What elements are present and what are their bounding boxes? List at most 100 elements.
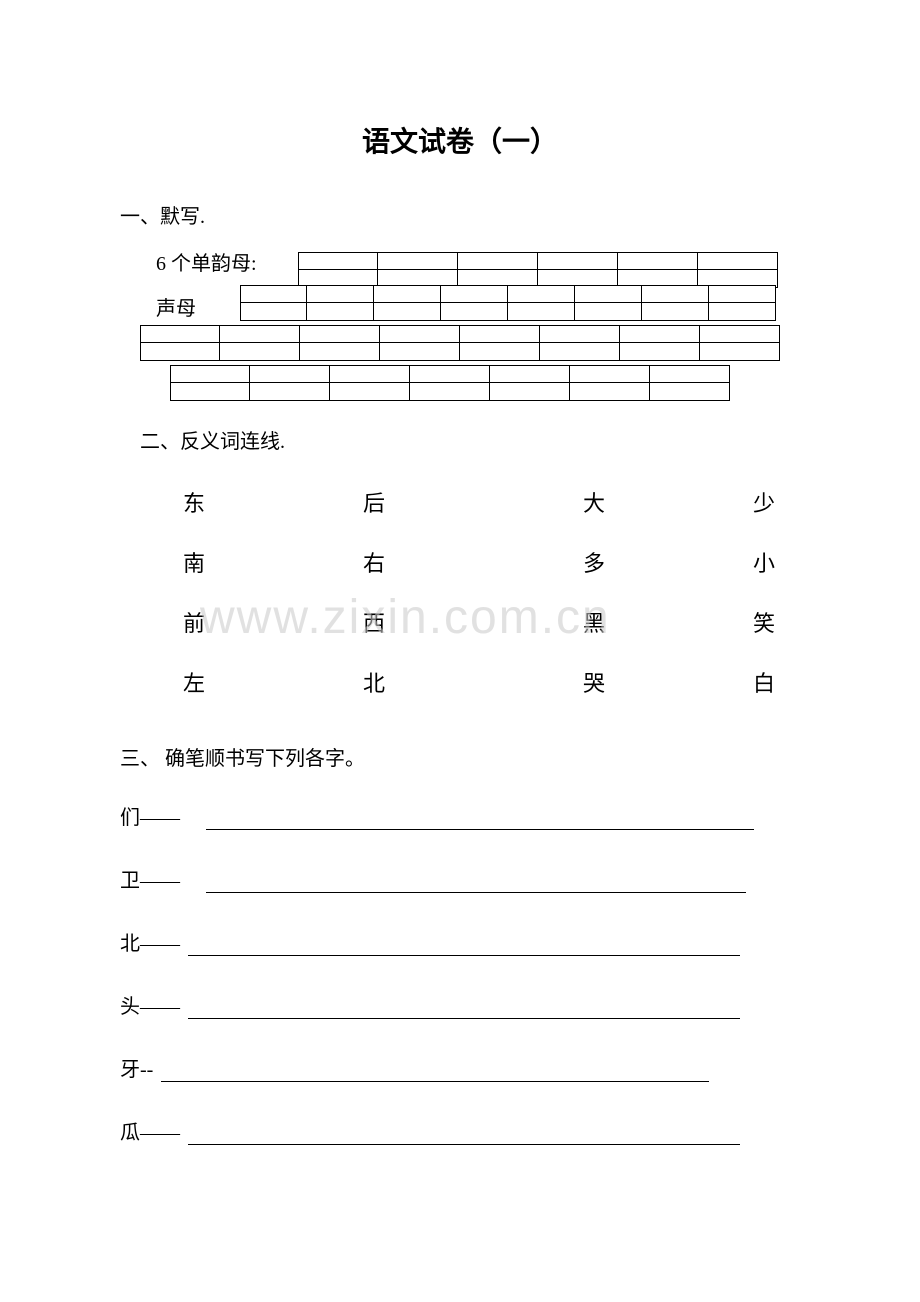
antonym-spacer: [404, 532, 564, 592]
grid-cell: [298, 252, 378, 270]
grid-cell: [220, 343, 300, 361]
grid-cell: [307, 285, 374, 303]
stroke-order-line: 牙--: [120, 1053, 800, 1082]
grid-cell: [250, 365, 330, 383]
antonym-spacer: [624, 592, 734, 652]
antonym-spacer: [224, 472, 344, 532]
stroke-char: 瓜——: [120, 1116, 180, 1145]
initials-label: 声母: [156, 292, 196, 321]
grid-cell: [140, 325, 220, 343]
grid-cell: [570, 383, 650, 401]
antonym-cell: 左: [164, 652, 224, 712]
antonym-cell: 前: [164, 592, 224, 652]
grid-cell: [458, 252, 538, 270]
grid-cell: [490, 365, 570, 383]
grid-initials-2: [140, 325, 800, 361]
page-title: 语文试卷（一）: [120, 120, 800, 160]
grid-cell: [698, 252, 778, 270]
grid-cell: [575, 285, 642, 303]
grid-cell: [709, 285, 776, 303]
grid-cell: [307, 303, 374, 321]
antonym-cell: 笑: [734, 592, 794, 652]
grid-cell: [700, 325, 780, 343]
grid-cell: [374, 303, 441, 321]
stroke-underline: [161, 1064, 709, 1082]
grid-cell: [570, 365, 650, 383]
grid-cell: [240, 285, 307, 303]
section-3: 三、 确笔顺书写下列各字。 们——卫——北——头——牙--瓜——: [120, 742, 800, 1145]
antonym-cell: 后: [344, 472, 404, 532]
antonym-cell: 少: [734, 472, 794, 532]
grid-cell: [330, 383, 410, 401]
grid-cell: [410, 383, 490, 401]
grid-cell: [508, 303, 575, 321]
grid-cell: [170, 365, 250, 383]
grid-cell: [540, 325, 620, 343]
stroke-underline: [188, 938, 740, 956]
stroke-char: 牙--: [120, 1053, 153, 1082]
antonym-cell: 右: [344, 532, 404, 592]
section-1: 一、默写. 6 个单韵母: 声母: [120, 200, 800, 401]
antonym-spacer: [624, 472, 734, 532]
antonym-spacer: [404, 652, 564, 712]
stroke-order-line: 北——: [120, 927, 800, 956]
antonym-spacer: [404, 592, 564, 652]
grid-initials-1: [240, 285, 800, 321]
grid-cell: [460, 325, 540, 343]
stroke-order-line: 瓜——: [120, 1116, 800, 1145]
vowels-label: 6 个单韵母:: [156, 247, 257, 276]
stroke-underline: [188, 1001, 740, 1019]
grid-cell: [170, 383, 250, 401]
antonym-cell: 西: [344, 592, 404, 652]
antonym-cell: 大: [564, 472, 624, 532]
grid-cell: [620, 343, 700, 361]
antonym-cell: 小: [734, 532, 794, 592]
grid-cell: [575, 303, 642, 321]
antonym-spacer: [224, 532, 344, 592]
grid-cell: [441, 285, 508, 303]
antonym-cell: 北: [344, 652, 404, 712]
grid-cell: [410, 365, 490, 383]
antonym-cell: 东: [164, 472, 224, 532]
stroke-order-line: 卫——: [120, 864, 800, 893]
grid-cell: [374, 285, 441, 303]
grid-cell: [250, 383, 330, 401]
antonym-cell: 白: [734, 652, 794, 712]
grid-initials-3: [170, 365, 800, 401]
antonym-cell: 南: [164, 532, 224, 592]
grid-cell: [620, 325, 700, 343]
grid-cell: [538, 252, 618, 270]
grid-cell: [441, 303, 508, 321]
grid-cell: [650, 365, 730, 383]
antonym-spacer: [224, 592, 344, 652]
antonym-table: 东后大少南右多小前西黑笑左北哭白: [164, 472, 794, 712]
stroke-underline: [206, 875, 746, 893]
grid-cell: [460, 343, 540, 361]
section-2-heading: 二、反义词连线.: [140, 425, 800, 454]
grid-cell: [508, 285, 575, 303]
stroke-char: 卫——: [120, 864, 180, 893]
section-1-heading: 一、默写.: [120, 200, 800, 229]
grid-cell: [240, 303, 307, 321]
grid-cell: [540, 343, 620, 361]
grid-cell: [700, 343, 780, 361]
stroke-char: 们——: [120, 801, 180, 830]
antonym-spacer: [624, 532, 734, 592]
grid-cell: [642, 285, 709, 303]
grid-cell: [650, 383, 730, 401]
grid-cell: [380, 325, 460, 343]
grid-cell: [300, 325, 380, 343]
grid-cell: [140, 343, 220, 361]
grid-cell: [330, 365, 410, 383]
stroke-order-line: 们——: [120, 801, 800, 830]
grid-cell: [220, 325, 300, 343]
grid-cell: [642, 303, 709, 321]
section-2: 二、反义词连线. 东后大少南右多小前西黑笑左北哭白: [120, 425, 800, 712]
stroke-underline: [206, 812, 754, 830]
antonym-cell: 黑: [564, 592, 624, 652]
stroke-underline: [188, 1127, 740, 1145]
grid-cell: [490, 383, 570, 401]
antonym-spacer: [624, 652, 734, 712]
stroke-char: 头——: [120, 990, 180, 1019]
antonym-cell: 多: [564, 532, 624, 592]
